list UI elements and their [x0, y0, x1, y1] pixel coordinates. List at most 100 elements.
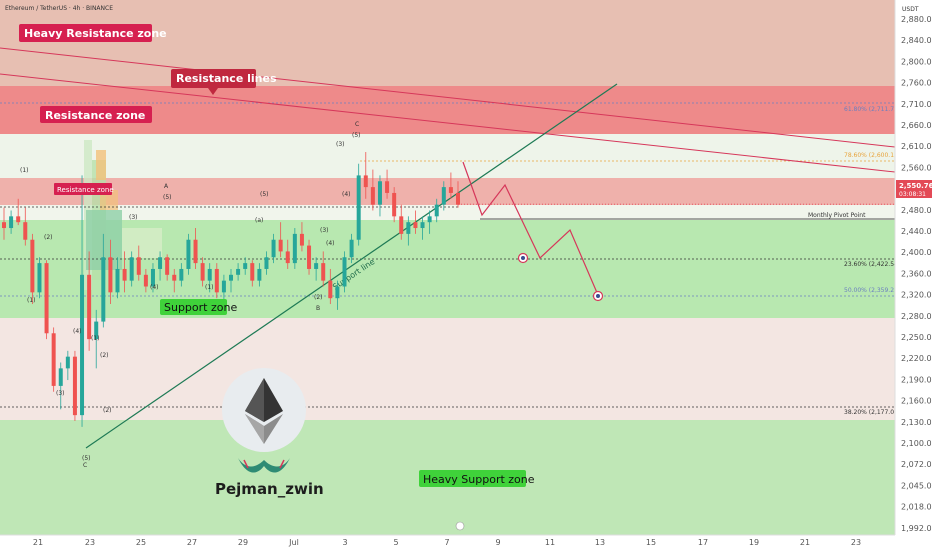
wave-label: (3)	[129, 214, 138, 221]
time-tick: 15	[646, 538, 656, 547]
time-tick: 5	[393, 538, 398, 547]
time-tick: 17	[698, 538, 708, 547]
price-tick: 2,045.00	[901, 481, 932, 490]
candle	[349, 233, 354, 264]
wave-label: (2)	[314, 294, 323, 301]
candle	[122, 251, 127, 293]
candle	[129, 251, 134, 287]
svg-text:Heavy Resistance zone: Heavy Resistance zone	[24, 27, 167, 40]
candle	[370, 169, 375, 211]
time-axis	[0, 535, 932, 550]
price-tick: 2,072.00	[901, 460, 932, 469]
time-tick: Jul	[288, 538, 299, 547]
candle	[434, 198, 439, 223]
price-tick: 2,840.00	[901, 36, 932, 45]
price-tick: 2,660.00	[901, 121, 932, 130]
resistance-zone-small-tag: Resistance zone	[54, 183, 114, 195]
wave-label: (5)	[82, 455, 91, 462]
candle	[307, 239, 312, 275]
time-tick: 27	[187, 538, 197, 547]
wave-label: (2)	[44, 234, 53, 241]
svg-text:Support zone: Support zone	[164, 301, 237, 314]
mid-band	[0, 134, 895, 178]
candle	[271, 233, 276, 264]
heavy-resistance-tag: Heavy Resistance zone	[19, 24, 167, 42]
wave-label: (1)	[91, 335, 100, 342]
price-tick: 2,130.00	[901, 418, 932, 427]
time-tick: 21	[800, 538, 810, 547]
time-tick: 19	[749, 538, 759, 547]
time-tick: 21	[33, 538, 43, 547]
fib-label-61: 61.80% (2,711.75)	[844, 106, 900, 113]
wave-label: (3)	[320, 227, 329, 234]
candle	[9, 210, 14, 234]
time-tick: 23	[851, 538, 861, 547]
price-tick: 2,560.00	[901, 163, 932, 172]
candle	[186, 233, 191, 275]
candle	[72, 350, 77, 421]
support-zone-tag: Support zone	[160, 299, 237, 315]
candle	[179, 263, 184, 287]
candle	[278, 222, 283, 258]
candle	[94, 309, 99, 369]
symbol-header: Ethereum / TetherUS · 4h · BINANCE	[5, 5, 113, 12]
price-tick: 2,250.00	[901, 333, 932, 342]
candle	[236, 263, 241, 281]
candle	[406, 216, 411, 246]
heavy-support-zone-tag: Heavy Support zone	[419, 470, 535, 487]
target-marker-1	[517, 252, 529, 264]
wave-label: (4)	[326, 240, 335, 247]
candle	[399, 204, 404, 240]
resistance-lines-tag: Resistance lines	[171, 69, 277, 95]
candle	[23, 207, 28, 246]
candle	[80, 175, 85, 427]
wave-label: (a)	[255, 217, 263, 224]
wave-label: (1)	[20, 167, 29, 174]
candle	[441, 181, 446, 211]
support-line	[85, 83, 618, 449]
svg-text:03:08:31: 03:08:31	[899, 191, 926, 198]
candle	[87, 251, 92, 351]
candle	[37, 257, 42, 299]
price-tick: 2,610.00	[901, 142, 932, 151]
wave-label: (4)	[342, 191, 351, 198]
candle	[385, 169, 390, 199]
author-name: Pejman_zwin	[215, 480, 324, 498]
candle	[448, 172, 453, 199]
candles	[2, 152, 895, 427]
candle	[363, 152, 368, 199]
candle	[58, 362, 63, 410]
candle	[158, 251, 163, 281]
candle	[108, 239, 113, 305]
price-axis	[895, 0, 932, 550]
candle	[456, 181, 460, 208]
time-tick: 3	[342, 538, 347, 547]
wave-label: C	[355, 121, 359, 128]
price-tick: 2,220.00	[901, 354, 932, 363]
price-tick: 2,160.00	[901, 397, 932, 406]
time-tick: 29	[238, 538, 248, 547]
candle	[229, 268, 233, 293]
price-tick: 2,100.00	[901, 439, 932, 448]
candle	[321, 251, 326, 287]
candle	[342, 251, 347, 293]
candle	[143, 268, 148, 293]
price-tick: 2,800.00	[901, 57, 932, 66]
price-tick: 2,280.00	[901, 312, 932, 321]
price-tick: 2,440.00	[901, 227, 932, 236]
fib-label-23: 23.60% (2,422.54)	[844, 261, 900, 268]
candle	[392, 187, 397, 223]
candle	[314, 257, 319, 281]
resistance-line-lower	[0, 73, 896, 173]
price-tick: 1,992.00	[901, 524, 932, 533]
candle	[30, 233, 35, 305]
wave-label: (1)	[27, 297, 36, 304]
time-tick: 13	[595, 538, 605, 547]
candle	[150, 263, 155, 293]
candle	[335, 280, 340, 310]
svg-text:Heavy Support zone: Heavy Support zone	[423, 473, 535, 486]
price-tick: 2,760.00	[901, 79, 932, 88]
candle	[200, 257, 205, 287]
